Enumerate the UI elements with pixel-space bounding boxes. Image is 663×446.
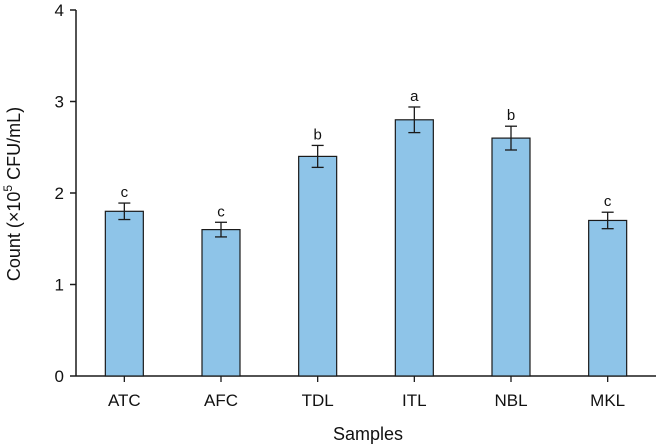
y-axis-title-superscript: 5: [1, 185, 15, 192]
significance-letter-atc: c: [121, 184, 129, 201]
significance-letters: c c b a b c: [121, 88, 612, 220]
y-tick-label: 2: [55, 184, 64, 203]
x-tick-label-afc: AFC: [204, 391, 238, 410]
y-axis-ticks: 0 1 2 3 4: [55, 1, 76, 386]
significance-letter-itl: a: [410, 88, 419, 105]
x-tick-label-itl: ITL: [402, 391, 427, 410]
x-axis-ticks: ATC AFC TDL ITL NBL MKL: [108, 376, 625, 410]
x-tick-label-nbl: NBL: [494, 391, 527, 410]
y-tick-label: 0: [55, 367, 64, 386]
bars: [104, 119, 628, 377]
bar-nbl: [491, 137, 531, 377]
x-tick-label-mkl: MKL: [590, 391, 625, 410]
error-bars: [118, 106, 614, 238]
significance-letter-nbl: b: [507, 107, 515, 124]
significance-letter-mkl: c: [604, 193, 612, 210]
axes: [75, 10, 656, 377]
x-tick-label-atc: ATC: [108, 391, 141, 410]
bar-afc: [201, 229, 241, 377]
y-axis-title: Count (×105 CFU/mL): [1, 107, 24, 281]
bar-mkl: [588, 219, 628, 377]
bar-tdl: [298, 155, 338, 377]
x-axis-title: Samples: [333, 424, 403, 444]
bar-atc: [104, 210, 144, 377]
y-tick-label: 1: [55, 276, 64, 295]
significance-letter-afc: c: [217, 203, 225, 220]
y-tick-label: 4: [55, 1, 64, 20]
y-axis-title-prefix: Count (×10: [4, 192, 24, 282]
y-axis-title-suffix: CFU/mL): [4, 107, 24, 185]
y-tick-label: 3: [55, 93, 64, 112]
bar-itl: [394, 119, 434, 377]
significance-letter-tdl: b: [313, 126, 321, 143]
x-tick-label-tdl: TDL: [302, 391, 334, 410]
